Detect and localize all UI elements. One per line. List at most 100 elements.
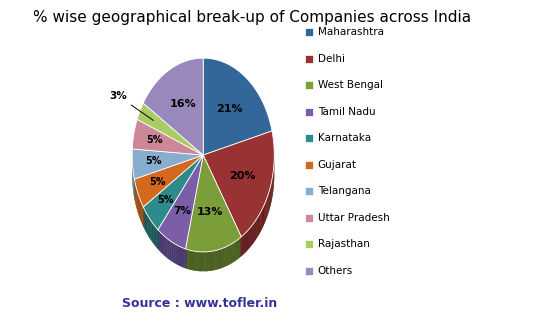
- Text: 21%: 21%: [216, 104, 243, 114]
- Polygon shape: [202, 252, 204, 271]
- Polygon shape: [187, 249, 188, 269]
- Bar: [305, 187, 313, 195]
- Text: 3%: 3%: [109, 91, 153, 120]
- Bar: [305, 55, 313, 63]
- Text: 16%: 16%: [169, 99, 196, 109]
- Polygon shape: [241, 236, 243, 257]
- Polygon shape: [204, 252, 205, 271]
- Polygon shape: [192, 251, 193, 270]
- Polygon shape: [203, 131, 274, 237]
- Polygon shape: [188, 250, 189, 269]
- Polygon shape: [248, 228, 250, 250]
- Polygon shape: [256, 217, 258, 239]
- Polygon shape: [193, 251, 195, 271]
- Polygon shape: [186, 249, 189, 269]
- Polygon shape: [176, 245, 178, 265]
- Polygon shape: [166, 237, 168, 258]
- Polygon shape: [259, 214, 260, 235]
- Polygon shape: [264, 204, 265, 224]
- Polygon shape: [178, 245, 180, 266]
- Polygon shape: [244, 234, 245, 254]
- Polygon shape: [226, 245, 229, 266]
- Polygon shape: [134, 179, 135, 202]
- Polygon shape: [229, 245, 230, 265]
- Polygon shape: [140, 199, 141, 222]
- Polygon shape: [231, 243, 233, 264]
- Polygon shape: [227, 246, 228, 266]
- Polygon shape: [219, 249, 220, 269]
- Polygon shape: [162, 234, 164, 255]
- Polygon shape: [220, 248, 222, 269]
- Polygon shape: [194, 251, 195, 271]
- Polygon shape: [237, 239, 239, 260]
- Polygon shape: [222, 247, 224, 268]
- Polygon shape: [136, 185, 137, 208]
- Polygon shape: [254, 221, 255, 242]
- Polygon shape: [263, 205, 264, 227]
- Polygon shape: [134, 155, 203, 207]
- Polygon shape: [243, 234, 244, 255]
- Bar: [305, 161, 313, 169]
- Text: 5%: 5%: [145, 156, 162, 166]
- Bar: [305, 214, 313, 222]
- Polygon shape: [234, 242, 235, 262]
- Polygon shape: [132, 120, 203, 155]
- Polygon shape: [141, 202, 142, 224]
- Polygon shape: [224, 247, 225, 267]
- Bar: [305, 108, 313, 116]
- Polygon shape: [198, 252, 200, 271]
- Polygon shape: [164, 236, 166, 257]
- Bar: [305, 134, 313, 142]
- Polygon shape: [135, 182, 136, 205]
- Polygon shape: [193, 251, 194, 270]
- Polygon shape: [247, 231, 248, 251]
- Polygon shape: [197, 252, 198, 271]
- Polygon shape: [216, 250, 217, 270]
- Text: 20%: 20%: [230, 172, 256, 182]
- Polygon shape: [158, 155, 203, 249]
- Polygon shape: [152, 222, 153, 244]
- Polygon shape: [134, 155, 203, 199]
- Polygon shape: [168, 239, 170, 260]
- Polygon shape: [195, 251, 198, 271]
- Polygon shape: [210, 251, 211, 271]
- Polygon shape: [209, 251, 211, 271]
- Polygon shape: [171, 242, 174, 263]
- Polygon shape: [155, 226, 157, 248]
- Text: Telangana: Telangana: [318, 186, 371, 196]
- Polygon shape: [143, 155, 203, 230]
- Text: 5%: 5%: [158, 195, 174, 205]
- Polygon shape: [265, 199, 266, 222]
- Polygon shape: [211, 251, 213, 271]
- Polygon shape: [214, 251, 215, 270]
- Polygon shape: [191, 250, 193, 270]
- Polygon shape: [229, 245, 231, 265]
- Polygon shape: [158, 230, 160, 252]
- Polygon shape: [220, 249, 221, 268]
- Polygon shape: [252, 224, 253, 245]
- Polygon shape: [132, 149, 203, 179]
- Polygon shape: [158, 155, 203, 249]
- Polygon shape: [200, 252, 201, 271]
- Text: 5%: 5%: [147, 135, 163, 145]
- Polygon shape: [239, 238, 240, 258]
- Polygon shape: [231, 244, 232, 263]
- Polygon shape: [215, 250, 216, 270]
- Polygon shape: [138, 194, 139, 216]
- Polygon shape: [186, 249, 187, 269]
- Polygon shape: [253, 222, 255, 244]
- Polygon shape: [185, 155, 203, 268]
- Polygon shape: [266, 197, 268, 219]
- Polygon shape: [243, 234, 244, 255]
- Polygon shape: [217, 250, 218, 269]
- Text: Maharashtra: Maharashtra: [318, 27, 384, 37]
- Polygon shape: [203, 252, 204, 271]
- Text: 13%: 13%: [196, 207, 223, 217]
- Polygon shape: [249, 228, 250, 248]
- Text: Others: Others: [318, 266, 353, 276]
- Polygon shape: [185, 249, 186, 268]
- Polygon shape: [206, 252, 208, 271]
- Polygon shape: [241, 236, 242, 256]
- Polygon shape: [203, 155, 241, 256]
- Polygon shape: [262, 207, 263, 229]
